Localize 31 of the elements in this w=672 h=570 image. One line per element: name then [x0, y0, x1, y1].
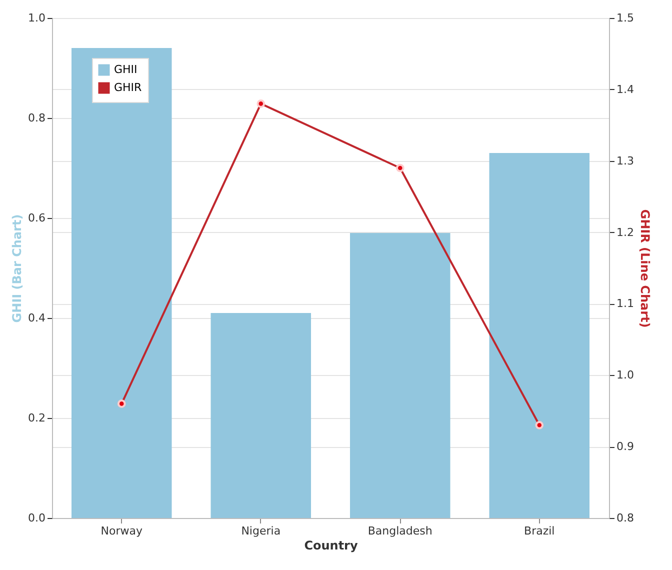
point — [256, 100, 266, 108]
x-tick-label: Bangladesh — [368, 524, 432, 538]
y-axis-title: GHII (Bar Chart) — [10, 214, 24, 323]
y2-axis-title: GHIR (Line Chart) — [638, 209, 652, 328]
y2-tick-label: 1.5 — [616, 12, 634, 24]
point — [117, 400, 126, 408]
bar — [71, 48, 172, 518]
bar — [489, 153, 590, 518]
x-axis-title: Country — [304, 538, 358, 552]
x-tick-label: Brazil — [524, 524, 555, 538]
bar — [350, 233, 450, 518]
y2-tick-label: 1.1 — [616, 297, 634, 310]
bar — [210, 313, 312, 518]
y2-tick-label: 1.0 — [616, 368, 634, 382]
y-tick-label: 0.8 — [28, 112, 46, 124]
y2-tick-label: 1.3 — [616, 154, 634, 168]
y2-tick-label: 0.9 — [616, 440, 634, 454]
y2-tick-label: 0.8 — [616, 512, 634, 524]
x-tick-label: Nigeria — [241, 524, 281, 538]
y-tick-label: 1.0 — [28, 12, 46, 24]
point — [535, 420, 544, 430]
legend-label: GHII — [114, 63, 138, 76]
y-tick-label: 0.6 — [28, 212, 46, 224]
x-tick-label: Norway — [100, 524, 143, 538]
legend-label: GHIR — [114, 81, 142, 94]
y2-tick-label: 1.2 — [616, 226, 634, 239]
point — [396, 164, 404, 172]
y-tick-label: 0.4 — [28, 312, 46, 324]
y-tick-label: 0.2 — [28, 412, 46, 424]
y-tick-label: 0.0 — [28, 512, 46, 524]
y2-tick-label: 1.4 — [616, 82, 634, 96]
